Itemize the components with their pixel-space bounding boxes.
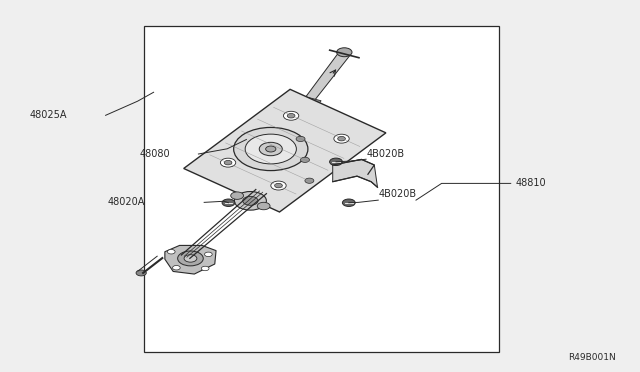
Circle shape <box>257 202 270 210</box>
Circle shape <box>222 199 235 206</box>
Circle shape <box>342 199 355 206</box>
Circle shape <box>224 160 232 165</box>
Circle shape <box>287 113 295 118</box>
Circle shape <box>296 136 305 141</box>
Circle shape <box>245 134 296 164</box>
Circle shape <box>338 137 346 141</box>
Circle shape <box>266 146 276 152</box>
Circle shape <box>284 111 299 120</box>
Circle shape <box>230 192 243 199</box>
Polygon shape <box>165 246 216 274</box>
Circle shape <box>301 157 310 163</box>
Circle shape <box>271 181 286 190</box>
Circle shape <box>202 266 209 271</box>
Text: 4B020B: 4B020B <box>366 150 404 159</box>
Text: 4B020B: 4B020B <box>378 189 417 199</box>
Text: 48080: 48080 <box>140 149 170 159</box>
Circle shape <box>243 196 258 205</box>
Bar <box>144 26 499 352</box>
Circle shape <box>220 158 236 167</box>
Circle shape <box>178 251 204 266</box>
Text: R49B001N: R49B001N <box>568 353 616 362</box>
Circle shape <box>275 183 282 188</box>
Circle shape <box>234 192 266 210</box>
Polygon shape <box>333 159 378 187</box>
Polygon shape <box>184 89 386 212</box>
Circle shape <box>234 128 308 171</box>
Circle shape <box>259 142 282 156</box>
Text: 48025A: 48025A <box>29 110 67 120</box>
Text: 48810: 48810 <box>515 179 546 188</box>
Circle shape <box>330 158 342 166</box>
Circle shape <box>205 252 212 257</box>
Circle shape <box>136 270 147 276</box>
Polygon shape <box>296 95 321 107</box>
Circle shape <box>184 255 197 262</box>
Circle shape <box>337 48 352 57</box>
Circle shape <box>334 134 349 143</box>
Circle shape <box>168 250 175 254</box>
Circle shape <box>173 266 180 270</box>
Text: 48020A: 48020A <box>108 198 145 207</box>
Polygon shape <box>301 52 350 105</box>
Circle shape <box>305 178 314 183</box>
